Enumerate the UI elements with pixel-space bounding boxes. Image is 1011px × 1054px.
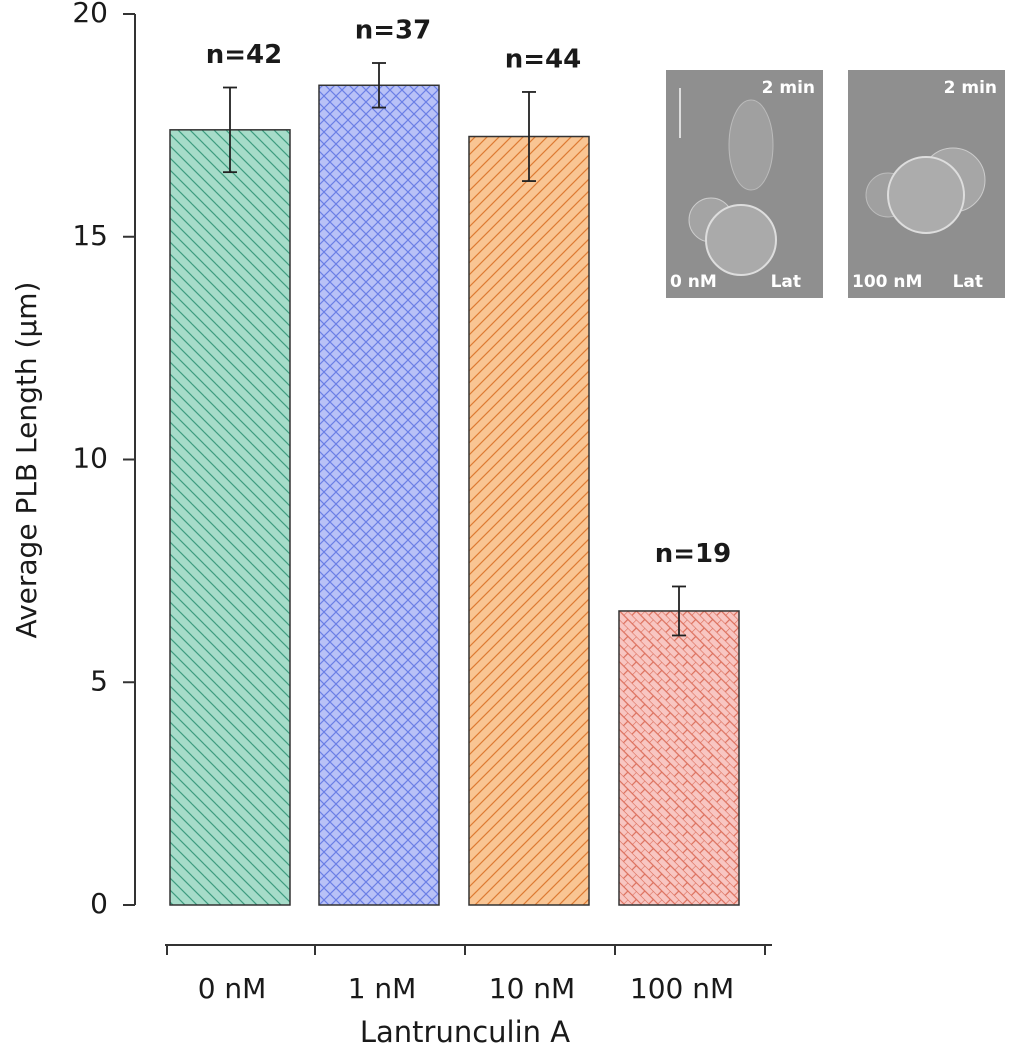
y-tick-label: 10: [72, 442, 108, 475]
x-tick-label: 10 nM: [489, 972, 575, 1005]
inset-time: 2 min: [944, 78, 997, 98]
bar: [169, 129, 291, 906]
n-label: n=42: [206, 40, 282, 70]
y-tick-label: 20: [72, 0, 108, 29]
bar: [468, 135, 590, 906]
inset-concentration: 0 nM: [670, 272, 717, 292]
error-bar: [522, 91, 536, 182]
inset-concentration: 100 nM: [852, 272, 922, 292]
error-bar: [372, 62, 386, 109]
bar: [618, 610, 740, 906]
inset-drug: Lat: [953, 272, 983, 292]
y-tick-label: 0: [90, 887, 108, 920]
x-tick-label: 1 nM: [348, 972, 417, 1005]
inset-time: 2 min: [762, 78, 815, 98]
inset-image: [666, 70, 823, 298]
error-bar: [672, 585, 686, 637]
y-axis-label: Average PLB Length (µm): [10, 282, 43, 639]
n-label: n=37: [355, 16, 431, 46]
error-bar: [223, 86, 237, 174]
y-tick-label: 15: [72, 219, 108, 252]
inset-image: [848, 70, 1005, 298]
y-tick-label: 5: [90, 664, 108, 697]
x-tick-label: 100 nM: [630, 972, 734, 1005]
x-axis-label: Lantrunculin A: [360, 1015, 570, 1049]
n-label: n=44: [505, 44, 581, 74]
n-label: n=19: [655, 539, 731, 569]
inset-drug: Lat: [771, 272, 801, 292]
bar: [318, 84, 440, 906]
x-tick-label: 0 nM: [198, 972, 267, 1005]
